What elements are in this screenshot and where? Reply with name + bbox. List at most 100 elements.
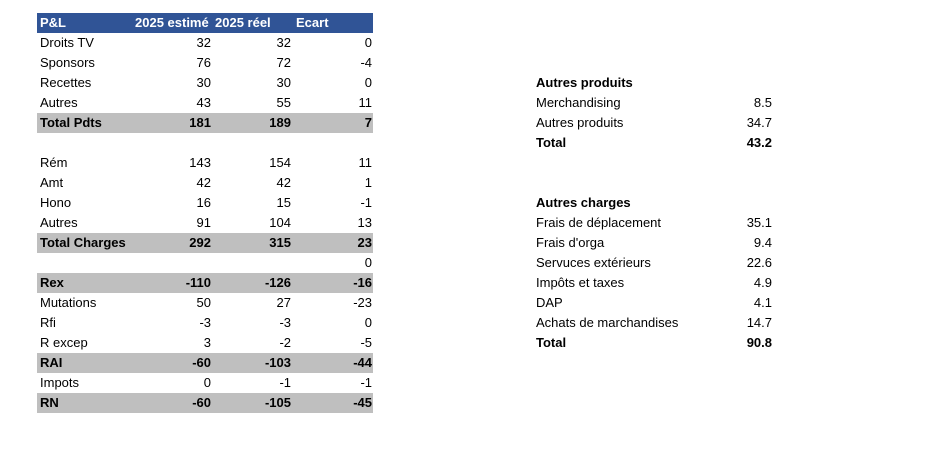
total-value: 90.8 xyxy=(746,335,772,350)
column-header: P&L xyxy=(40,15,66,30)
cell-value: -2 xyxy=(279,335,291,350)
item-label: Achats de marchandises xyxy=(536,315,679,330)
cell-value: 27 xyxy=(276,295,291,310)
cell-value: 11 xyxy=(358,95,373,110)
row-label: Rfi xyxy=(40,315,56,330)
cell-value: -23 xyxy=(353,295,372,310)
cell-value: 315 xyxy=(269,235,291,250)
cell-value: 0 xyxy=(364,255,372,270)
section-title: Autres charges xyxy=(536,195,631,210)
cell-value: 30 xyxy=(276,75,291,90)
cell-value: 32 xyxy=(196,35,211,50)
cell-value: 91 xyxy=(196,215,211,230)
item-value: 34.7 xyxy=(746,115,772,130)
item-value: 4.1 xyxy=(753,295,772,310)
cell-value: 292 xyxy=(189,235,211,250)
cell-value: 23 xyxy=(357,235,372,250)
cell-value: 0 xyxy=(203,375,211,390)
cell-value: -44 xyxy=(353,355,372,370)
section-title: Autres produits xyxy=(536,75,633,90)
cell-value: 55 xyxy=(276,95,291,110)
cell-value: 189 xyxy=(269,115,291,130)
row-label: Hono xyxy=(40,195,72,210)
cell-value: 7 xyxy=(364,115,372,130)
row-label: Total Pdts xyxy=(40,115,102,130)
cell-value: -60 xyxy=(192,355,211,370)
item-label: Frais de déplacement xyxy=(536,215,662,230)
row-label: Impots xyxy=(40,375,80,390)
cell-value: 15 xyxy=(276,195,291,210)
item-value: 9.4 xyxy=(753,235,772,250)
item-value: 22.6 xyxy=(746,255,772,270)
total-row-bg xyxy=(37,353,373,373)
cell-value: -4 xyxy=(360,55,372,70)
row-label: Sponsors xyxy=(40,55,95,70)
column-header: 2025 estimé xyxy=(135,15,209,30)
cell-value: 0 xyxy=(364,315,372,330)
cell-value: -1 xyxy=(360,375,372,390)
row-label: Recettes xyxy=(40,75,92,90)
item-label: Impôts et taxes xyxy=(536,275,625,290)
total-row-bg xyxy=(37,393,373,413)
column-header: Ecart xyxy=(296,15,329,30)
cell-value: -3 xyxy=(199,315,211,330)
item-label: Autres produits xyxy=(536,115,624,130)
header-bg xyxy=(37,13,373,33)
total-value: 43.2 xyxy=(746,135,772,150)
cell-value: -1 xyxy=(360,195,372,210)
item-label: Merchandising xyxy=(536,95,621,110)
item-value: 35.1 xyxy=(746,215,772,230)
total-label: Total xyxy=(536,335,567,350)
row-label: Autres xyxy=(40,95,78,110)
item-value: 8.5 xyxy=(753,95,772,110)
cell-value: 11 xyxy=(358,155,373,170)
cell-value: 43 xyxy=(196,95,211,110)
cell-value: -5 xyxy=(360,335,372,350)
cell-value: 32 xyxy=(276,35,291,50)
item-label: Servuces extérieurs xyxy=(536,255,651,270)
total-row-bg xyxy=(37,233,373,253)
row-label: Rex xyxy=(40,275,64,290)
column-header: 2025 réel xyxy=(215,15,271,30)
cell-value: 76 xyxy=(196,55,211,70)
total-row-bg xyxy=(37,113,373,133)
row-label: RN xyxy=(40,395,59,410)
item-label: Frais d'orga xyxy=(536,235,605,250)
cell-value: -1 xyxy=(279,375,291,390)
cell-value: -16 xyxy=(353,275,372,290)
row-label: Droits TV xyxy=(40,35,94,50)
cell-value: 0 xyxy=(364,75,372,90)
row-label: RAI xyxy=(40,355,63,370)
cell-value: 16 xyxy=(196,195,211,210)
cell-value: 42 xyxy=(276,175,291,190)
cell-value: 143 xyxy=(189,155,211,170)
row-label: Total Charges xyxy=(40,235,126,250)
cell-value: 13 xyxy=(357,215,372,230)
cell-value: 30 xyxy=(196,75,211,90)
cell-value: -103 xyxy=(264,355,291,370)
cell-value: -110 xyxy=(185,275,211,290)
item-value: 14.7 xyxy=(746,315,772,330)
cell-value: -60 xyxy=(192,395,211,410)
cell-value: 72 xyxy=(276,55,291,70)
total-row-bg xyxy=(37,273,373,293)
cell-value: 50 xyxy=(196,295,211,310)
total-label: Total xyxy=(536,135,567,150)
cell-value: -3 xyxy=(279,315,291,330)
row-label: Autres xyxy=(40,215,78,230)
item-label: DAP xyxy=(536,295,563,310)
cell-value: -105 xyxy=(264,395,291,410)
cell-value: -45 xyxy=(353,395,372,410)
cell-value: 1 xyxy=(364,175,372,190)
item-value: 4.9 xyxy=(753,275,772,290)
row-label: R excep xyxy=(40,335,88,350)
cell-value: 0 xyxy=(364,35,372,50)
row-label: Mutations xyxy=(40,295,97,310)
row-label: Amt xyxy=(40,175,64,190)
cell-value: 42 xyxy=(196,175,211,190)
row-label: Rém xyxy=(40,155,68,170)
cell-value: -126 xyxy=(264,275,291,290)
cell-value: 3 xyxy=(203,335,211,350)
cell-value: 181 xyxy=(189,115,211,130)
